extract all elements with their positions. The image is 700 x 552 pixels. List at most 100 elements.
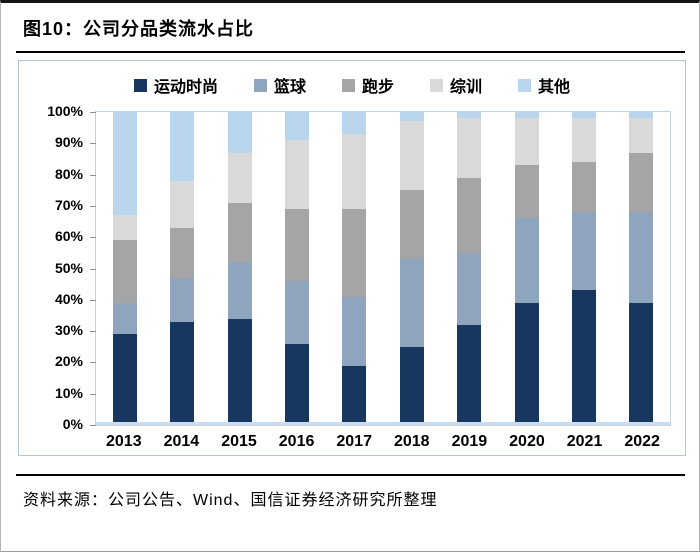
legend-item-3: 综训: [430, 73, 482, 97]
bar-segment: [399, 121, 424, 191]
bar-segment: [571, 118, 596, 163]
y-tick-label: 90%: [54, 134, 83, 151]
x-tick-label: 2021: [566, 433, 603, 450]
legend-swatch-icon: [253, 78, 267, 92]
bar-column-2022: [613, 112, 670, 425]
bar-segment: [629, 152, 654, 213]
figure-title: 图10：公司分品类流水占比: [23, 19, 255, 39]
bar-column-2014: [153, 112, 210, 425]
legend-label: 综训: [450, 79, 483, 96]
y-tick-label: 20%: [54, 353, 83, 370]
bar-segment: [170, 112, 195, 181]
bar-segment: [457, 112, 482, 119]
y-tick-label: 100%: [47, 103, 83, 119]
bar-segment: [457, 324, 482, 425]
bars-container: [96, 112, 670, 425]
bar-segment: [571, 212, 596, 291]
bar-segment: [399, 190, 424, 260]
bar-segment: [399, 346, 424, 425]
legend-swatch-icon: [430, 78, 443, 92]
stacked-bar-2013: [112, 112, 137, 425]
bar-segment: [284, 281, 309, 344]
bar-segment: [571, 290, 596, 425]
bar-segment: [227, 202, 252, 263]
bar-segment: [112, 215, 137, 241]
bar-segment: [227, 112, 252, 153]
legend-item-2: 跑步: [341, 73, 394, 97]
x-tick-label: 2017: [336, 433, 372, 450]
bar-segment: [629, 212, 654, 303]
y-tick-mark: [90, 362, 96, 364]
bar-segment: [342, 209, 367, 297]
y-tick-label: 10%: [54, 384, 83, 401]
bar-segment: [112, 240, 137, 303]
bar-segment: [342, 296, 367, 366]
bar-segment: [457, 177, 482, 253]
bar-segment: [112, 302, 137, 335]
y-tick-mark: [90, 112, 96, 113]
chart-legend: 运动时尚 篮球 跑步 综训 其他: [19, 73, 685, 97]
bar-column-2015: [211, 112, 268, 425]
stacked-bar-2017: [342, 112, 367, 425]
bar-segment: [284, 209, 309, 282]
bar-segment: [399, 259, 424, 347]
bar-segment: [629, 118, 654, 153]
bar-segment: [170, 321, 195, 425]
stacked-bar-2021: [571, 112, 596, 425]
bar-segment: [514, 218, 539, 303]
x-tick-label: 2016: [278, 433, 315, 450]
bar-segment: [112, 112, 137, 216]
bar-segment: [571, 162, 596, 213]
legend-swatch-icon: [518, 78, 532, 92]
legend-label: 运动时尚: [153, 79, 218, 96]
legend-swatch-icon: [341, 78, 355, 92]
y-tick-mark: [90, 425, 96, 426]
x-tick-label: 2015: [221, 433, 257, 450]
bar-segment: [342, 365, 367, 425]
x-tick-label: 2018: [393, 433, 430, 450]
stacked-bar-2015: [227, 112, 252, 425]
bar-segment: [227, 262, 252, 319]
bar-column-2013: [96, 112, 153, 425]
legend-item-0: 运动时尚: [133, 73, 218, 97]
bar-segment: [457, 118, 482, 178]
bar-segment: [284, 343, 309, 425]
y-tick-label: 80%: [54, 165, 83, 182]
title-divider: [16, 51, 685, 53]
y-tick-mark: [90, 393, 96, 395]
plot-area: [90, 111, 671, 426]
x-tick-label: 2014: [163, 433, 200, 450]
bar-column-2017: [326, 112, 383, 425]
y-tick-label: 40%: [54, 290, 83, 307]
bar-segment: [399, 112, 424, 122]
bar-segment: [629, 112, 654, 119]
bar-segment: [514, 118, 539, 166]
bar-segment: [629, 302, 654, 425]
bar-segment: [571, 112, 596, 119]
bar-segment: [112, 334, 137, 425]
stacked-bar-2016: [284, 112, 309, 425]
stacked-bar-2014: [170, 112, 195, 425]
bar-segment: [342, 133, 367, 210]
bar-segment: [342, 112, 367, 134]
legend-item-4: 其他: [518, 73, 570, 97]
y-tick-mark: [90, 143, 96, 145]
bar-segment: [170, 227, 195, 278]
stacked-bar-2019: [457, 112, 482, 425]
x-tick-label: 2022: [624, 433, 660, 450]
bar-column-2021: [555, 112, 612, 425]
legend-label: 跑步: [361, 79, 394, 96]
y-tick-label: 70%: [54, 196, 83, 213]
x-axis: 2013 2014 2015 2016 2017 2018 2019 2020 2021 2022: [95, 433, 671, 451]
bar-column-2020: [498, 112, 555, 425]
x-tick-label: 2020: [509, 433, 545, 450]
bar-segment: [227, 318, 252, 425]
y-tick-label: 60%: [54, 228, 83, 245]
bar-segment: [457, 252, 482, 325]
bar-column-2019: [440, 112, 497, 425]
legend-swatch-icon: [133, 78, 147, 92]
chart-panel: 运动时尚 篮球 跑步 综训 其他 0% 10% 20% 30% 40% 50% 60% 70% 80% 9…: [18, 60, 686, 456]
y-tick-mark: [90, 331, 96, 333]
stacked-bar-2022: [629, 112, 654, 425]
